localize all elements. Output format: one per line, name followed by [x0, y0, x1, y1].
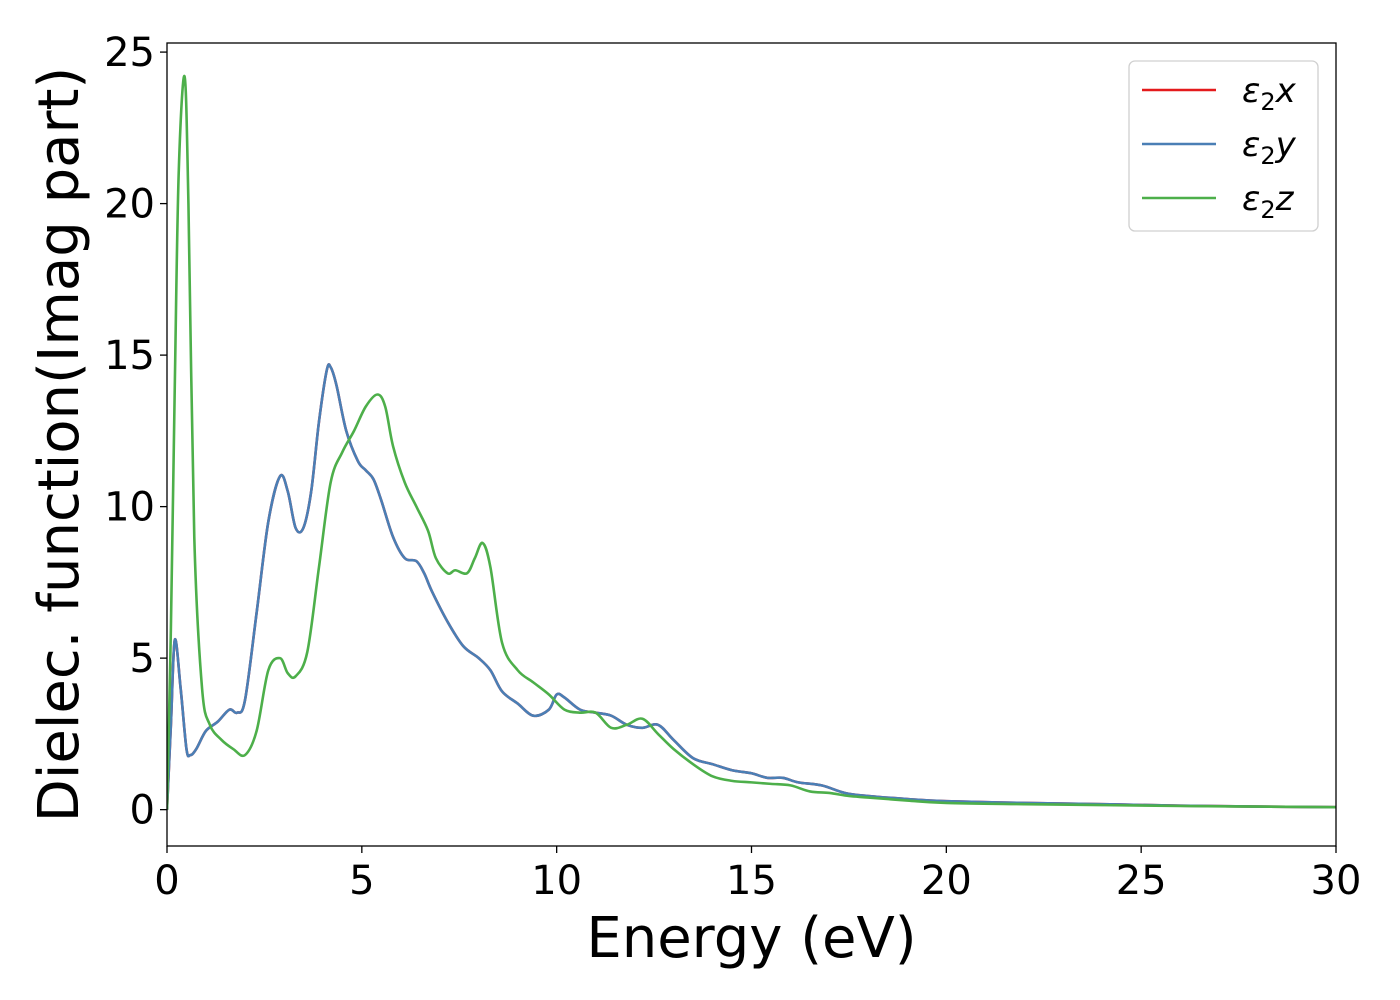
x-tick-label: 5: [349, 858, 374, 904]
y-tick-label: 10: [104, 485, 155, 531]
legend-label-z: ε2z: [1242, 179, 1295, 224]
y-axis-label: Dielec. function(Imag part): [27, 67, 92, 823]
plot-area: [166, 42, 1337, 847]
y-tick-label: 0: [130, 788, 155, 834]
x-axis-label: Energy (eV): [586, 906, 916, 971]
x-tick-label: 20: [921, 858, 972, 904]
legend-label-y: ε2y: [1242, 125, 1297, 170]
x-tick-label: 30: [1311, 858, 1362, 904]
x-axis-ticks: 0 5 10 15 20 25 30: [154, 846, 1361, 904]
legend-box: [1128, 60, 1319, 232]
y-tick-label: 25: [104, 30, 155, 76]
legend-label-x: ε2x: [1242, 71, 1297, 116]
x-tick-label: 10: [531, 858, 582, 904]
y-axis-ticks: 0 5 10 15 20 25: [104, 30, 167, 834]
x-tick-label: 0: [154, 858, 179, 904]
x-tick-label: 15: [726, 858, 777, 904]
y-tick-label: 20: [104, 182, 155, 228]
x-tick-label: 25: [1116, 858, 1167, 904]
y-tick-label: 15: [104, 333, 155, 379]
series-layer: [167, 74, 1336, 810]
series-line-z: [167, 74, 1336, 810]
legend: ε2x ε2y ε2z: [1128, 60, 1319, 232]
y-tick-label: 5: [130, 636, 155, 682]
series-line-y: [167, 363, 1336, 810]
